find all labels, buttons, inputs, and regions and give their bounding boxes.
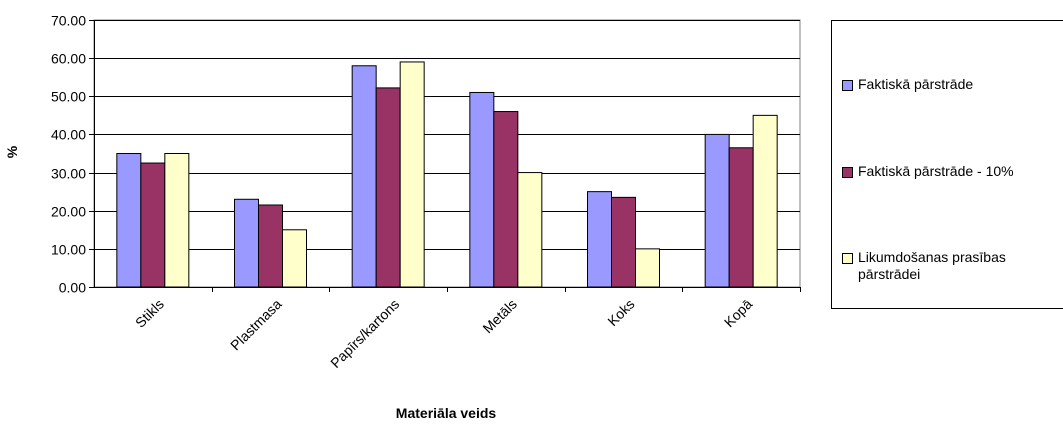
bar-pap-rs-kartons-series-3 (399, 61, 425, 288)
bar-koks-series-1 (587, 191, 612, 288)
y-tick-label: 60.00 (51, 51, 86, 67)
bar-met-ls-series-2 (493, 111, 519, 288)
bar-stikls-series-2 (140, 162, 166, 288)
legend-label-series-3: Likumdošanas prasības pārstrādei (858, 249, 1006, 282)
y-tick-label: 0.00 (59, 280, 86, 296)
x-axis-label: Materiāla veids (396, 405, 497, 421)
bar-koks-series-2 (611, 196, 636, 288)
bar-pap-rs-kartons-series-1 (351, 65, 377, 288)
x-tick-label: Stikls (132, 296, 167, 331)
legend-item-series-2: Faktiskā pārstrāde - 10% (842, 163, 1048, 180)
bars (116, 61, 778, 288)
x-tick-label: Kopā (721, 296, 756, 331)
bar-kop--series-1 (704, 133, 730, 288)
bar-kop--series-2 (728, 147, 754, 288)
bar-kop--series-3 (752, 114, 778, 288)
legend-swatch-series-3 (842, 253, 853, 264)
legend: Faktiskā pārstrāde Faktiskā pārstrāde - … (831, 20, 1063, 309)
legend-swatch-series-1 (842, 80, 853, 91)
bar-pap-rs-kartons-series-2 (375, 87, 401, 288)
bar-stikls-series-1 (116, 153, 142, 288)
x-tick-label: Metāls (479, 296, 519, 336)
y-tick-label: 10.00 (51, 242, 86, 258)
bar-stikls-series-3 (164, 153, 190, 288)
bar-koks-series-3 (635, 248, 660, 288)
x-tick-label: Koks (604, 296, 637, 329)
y-tick-label: 70.00 (51, 13, 86, 29)
bar-met-ls-series-1 (469, 91, 495, 288)
y-tick-label: 30.00 (51, 166, 86, 182)
y-tick-labels: 0.00 10.00 20.00 30.00 40.00 50.00 60.00 70.00 (51, 13, 86, 296)
bar-plastmasa-series-1 (234, 198, 259, 288)
legend-item-series-3: Likumdošanas prasības pārstrādei (842, 249, 1048, 283)
bar-plastmasa-series-3 (282, 229, 307, 288)
bar-met-ls-series-3 (517, 172, 543, 288)
y-tick-label: 50.00 (51, 89, 86, 105)
legend-item-series-1: Faktiskā pārstrāde (842, 76, 1048, 93)
legend-label-series-1: Faktiskā pārstrāde (858, 76, 974, 92)
x-tick-label: Plastmasa (227, 296, 285, 354)
bar-plastmasa-series-2 (258, 204, 283, 288)
legend-swatch-series-2 (842, 167, 853, 178)
plot-area (93, 19, 801, 288)
y-axis-label: % (4, 145, 20, 158)
axes (89, 20, 801, 292)
y-tick-label: 20.00 (51, 204, 86, 220)
legend-label-series-2: Faktiskā pārstrāde - 10% (858, 163, 1014, 179)
gridlines (93, 19, 801, 288)
y-tick-label: 40.00 (51, 127, 86, 143)
x-tick-label: Papīrs/kartons (327, 296, 402, 371)
x-tick-labels: Stikls Plastmasa Papīrs/kartons Metāls Koks K… (132, 296, 755, 371)
